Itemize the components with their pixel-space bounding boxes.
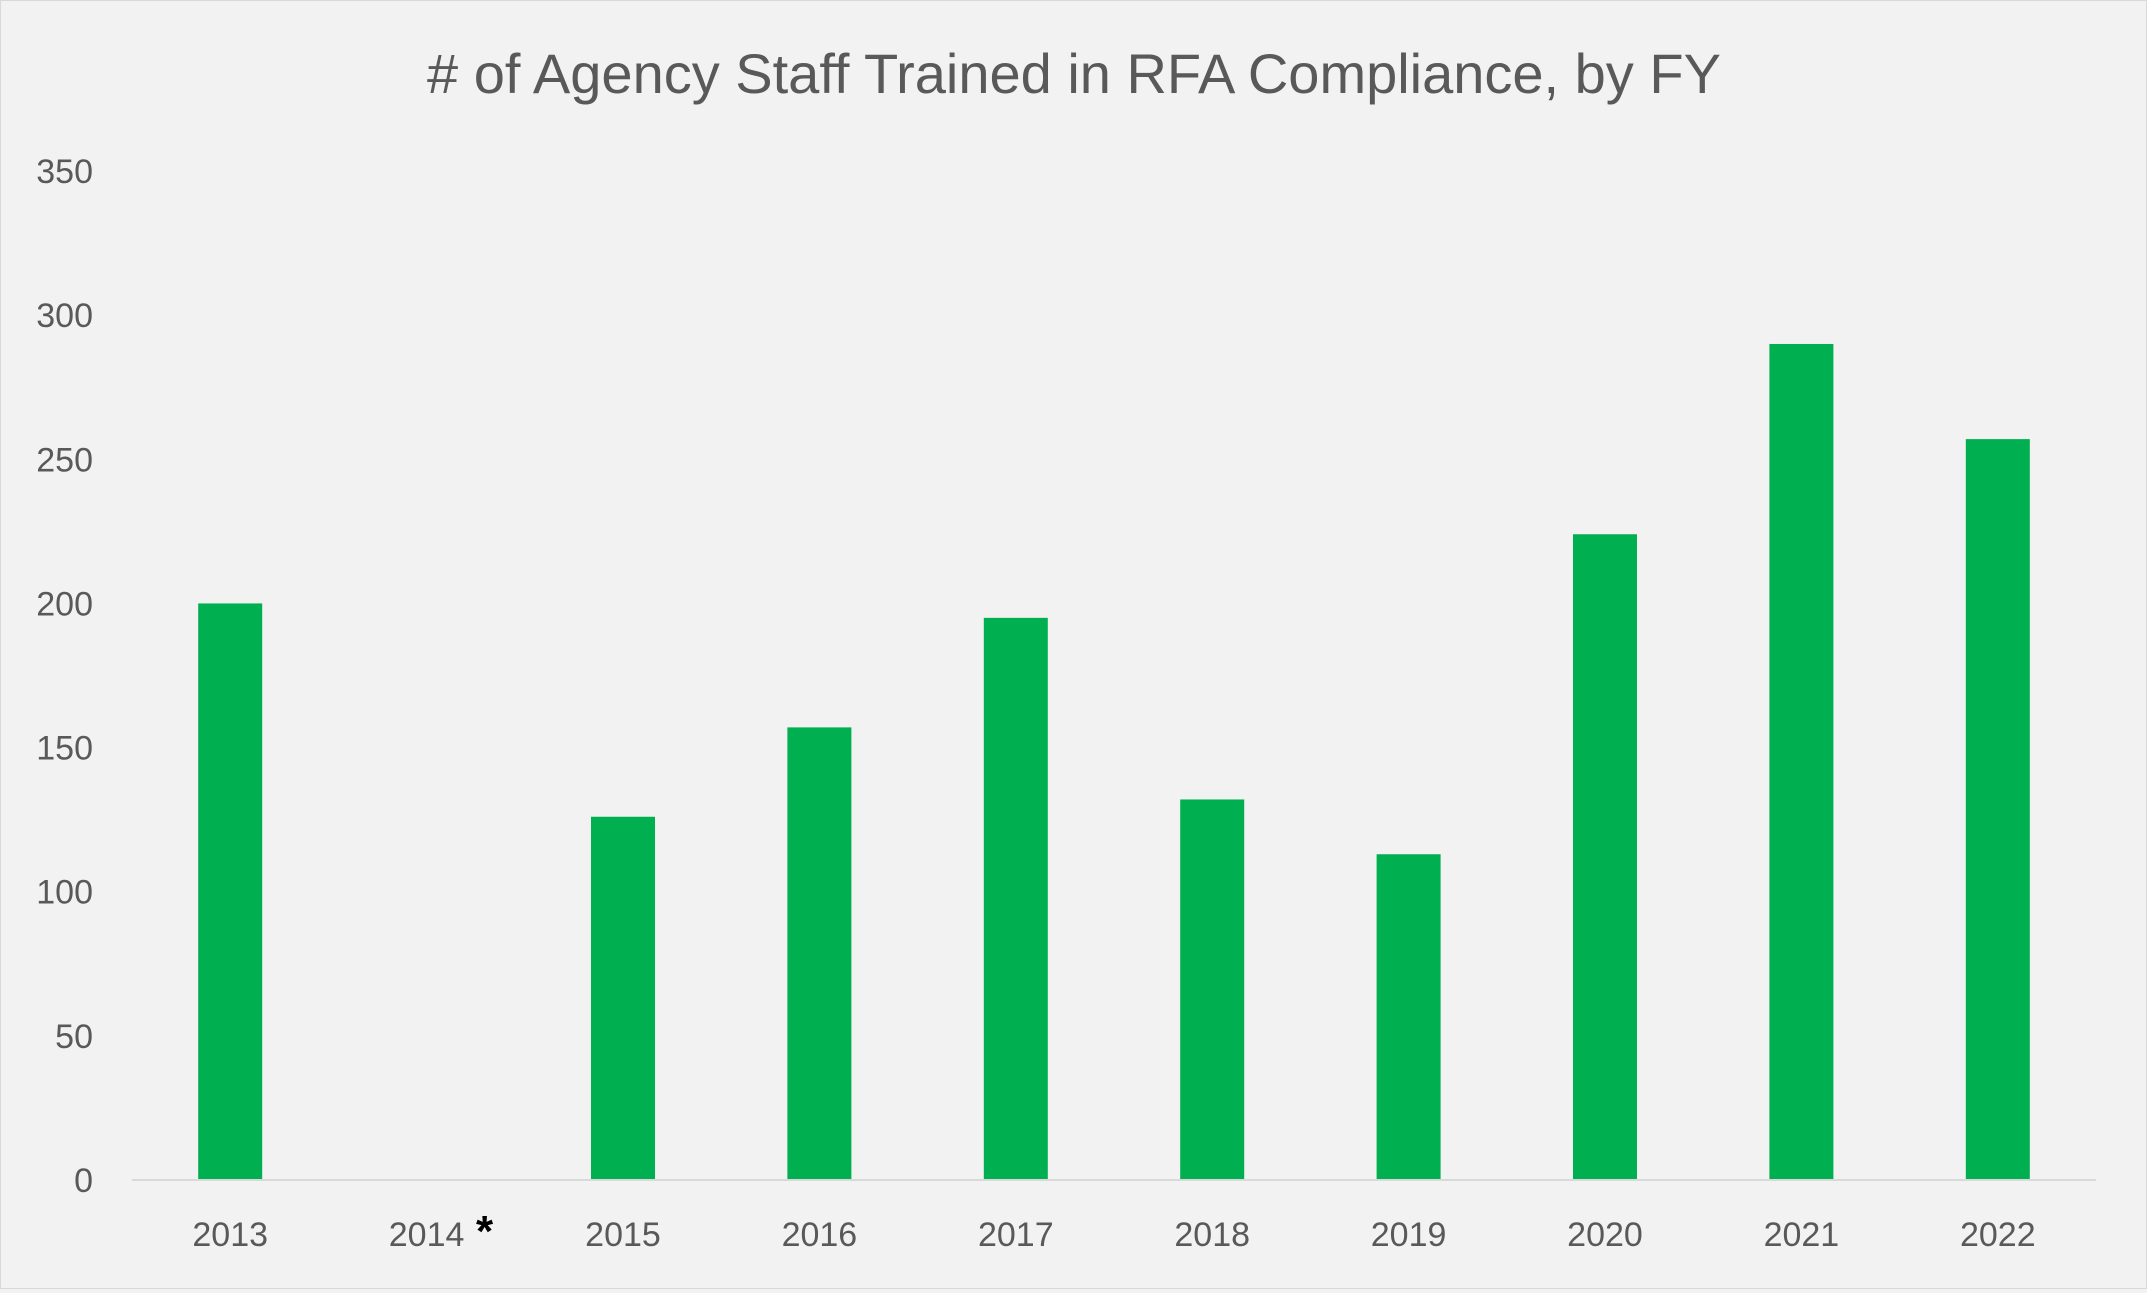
bar-2018 <box>1180 799 1245 1180</box>
y-axis: 0 50 100 150 200 250 300 350 <box>36 153 93 1200</box>
bar-2020 <box>1573 534 1637 1180</box>
x-tick-label: 2018 <box>1174 1216 1250 1254</box>
y-tick-label: 350 <box>36 153 93 191</box>
bar-2015 <box>591 816 655 1180</box>
y-tick-label: 150 <box>36 730 93 768</box>
y-tick-label: 50 <box>55 1018 93 1056</box>
bar-2021 <box>1769 343 1834 1180</box>
bars <box>198 343 2030 1180</box>
y-tick-label: 0 <box>74 1162 93 1200</box>
bar-2013 <box>198 603 263 1180</box>
x-tick-label: 2016 <box>782 1216 858 1254</box>
x-tick-label: 2013 <box>192 1216 268 1254</box>
bar-2019 <box>1376 854 1441 1180</box>
y-tick-label: 300 <box>36 297 93 335</box>
x-tick-label: 2014 <box>389 1216 465 1254</box>
bar-2022 <box>1965 439 2030 1180</box>
y-tick-label: 250 <box>36 441 93 479</box>
x-tick-label: 2021 <box>1764 1216 1840 1254</box>
footnote-asterisk: * <box>476 1207 494 1256</box>
y-tick-label: 200 <box>36 585 93 623</box>
bar-2017 <box>983 617 1048 1180</box>
chart-title: # of Agency Staff Trained in RFA Complia… <box>427 42 1721 105</box>
x-tick-label: 2015 <box>585 1216 661 1254</box>
x-axis: 2013 2014 * 2015 2016 2017 2018 2019 2020 2021 202… <box>192 1207 2035 1256</box>
x-tick-label: 2020 <box>1567 1216 1643 1254</box>
x-tick-label: 2022 <box>1960 1216 2036 1254</box>
y-tick-label: 100 <box>36 874 93 912</box>
x-tick-label: 2017 <box>978 1216 1054 1254</box>
x-tick-label: 2019 <box>1371 1216 1447 1254</box>
bar-2016 <box>787 727 852 1180</box>
